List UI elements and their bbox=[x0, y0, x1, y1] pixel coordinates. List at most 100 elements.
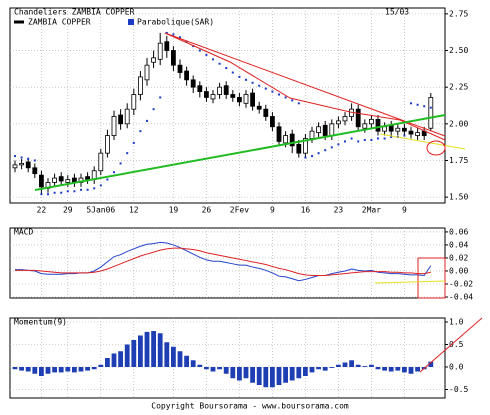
sar-dot bbox=[330, 146, 333, 149]
momentum-bar bbox=[237, 366, 242, 381]
sar-dot bbox=[403, 134, 406, 137]
candle-body bbox=[184, 70, 190, 81]
sar-dot bbox=[390, 136, 393, 139]
sar-dot bbox=[172, 33, 175, 36]
momentum-bar bbox=[303, 366, 308, 376]
sar-dot bbox=[370, 138, 373, 141]
sar-dot bbox=[93, 187, 96, 190]
candle-body bbox=[98, 152, 104, 172]
highlight-box bbox=[417, 257, 446, 299]
momentum-bar bbox=[336, 364, 341, 367]
sar-dot bbox=[231, 71, 234, 74]
sar-dot bbox=[185, 40, 188, 43]
x-tick-label: 26 bbox=[202, 206, 212, 215]
candle-body bbox=[105, 135, 110, 154]
sar-dot bbox=[47, 193, 49, 196]
momentum-bar bbox=[39, 366, 44, 376]
candle-body bbox=[428, 97, 434, 129]
x-tick-label: 29 bbox=[63, 206, 73, 215]
sar-dot bbox=[73, 190, 76, 193]
momentum-bar bbox=[263, 366, 269, 388]
candle-body bbox=[250, 92, 256, 107]
momentum-bar bbox=[144, 331, 150, 367]
sar-dot bbox=[350, 137, 353, 140]
candle-body bbox=[25, 161, 31, 169]
panel-title: Momentum(9) bbox=[14, 318, 67, 327]
candle-body bbox=[263, 108, 269, 117]
candle-body bbox=[309, 130, 315, 139]
candle-body bbox=[144, 64, 150, 81]
sar-dot bbox=[132, 141, 135, 144]
momentum-bar bbox=[177, 351, 183, 367]
momentum-bar bbox=[190, 360, 196, 367]
candle-body bbox=[382, 126, 388, 132]
sar-dot bbox=[311, 155, 313, 158]
candle-body bbox=[137, 76, 143, 95]
candle-body bbox=[302, 138, 308, 154]
x-tick-label: 19 bbox=[169, 206, 179, 215]
candle-body bbox=[236, 97, 242, 103]
candle-body bbox=[362, 123, 368, 129]
candle-body bbox=[111, 116, 117, 136]
candle-body bbox=[375, 119, 381, 132]
momentum-bar bbox=[32, 366, 38, 374]
momentum-bar bbox=[375, 366, 381, 370]
chart-title: Chandeliers ZAMBIA COPPER bbox=[14, 8, 135, 17]
sar-dot bbox=[159, 96, 162, 99]
candle-body bbox=[230, 94, 236, 98]
momentum-bar bbox=[355, 364, 361, 367]
sar-dot bbox=[317, 152, 320, 155]
sar-dot bbox=[284, 96, 287, 99]
sar-dot bbox=[113, 171, 115, 174]
sar-dot bbox=[245, 78, 247, 81]
candle-body bbox=[170, 50, 176, 66]
momentum-bar bbox=[342, 362, 348, 367]
momentum-bar bbox=[276, 366, 282, 385]
x-tick-label: 9 bbox=[402, 206, 407, 215]
support-line bbox=[34, 114, 446, 191]
sar-dot bbox=[99, 184, 102, 187]
sar-dot bbox=[80, 188, 82, 191]
sar-dot bbox=[416, 103, 419, 106]
momentum-bar bbox=[204, 366, 209, 370]
y-tick-label: -0.04 bbox=[449, 293, 473, 302]
sar-dot bbox=[238, 75, 241, 78]
y-tick-label: 1.50 bbox=[449, 193, 468, 202]
candle-body bbox=[131, 94, 137, 110]
y-tick-label: -0.5 bbox=[449, 385, 468, 394]
momentum-bar bbox=[243, 366, 249, 379]
sar-dot bbox=[363, 138, 366, 141]
sar-dot bbox=[146, 119, 148, 122]
sar-dot bbox=[429, 106, 432, 109]
candle-body bbox=[58, 176, 64, 182]
x-tick-label: 16 bbox=[301, 206, 311, 215]
momentum-bar bbox=[131, 340, 137, 367]
yellow-line bbox=[374, 280, 446, 284]
sar-dot bbox=[60, 191, 63, 194]
sar-dot bbox=[344, 140, 346, 143]
momentum-bar bbox=[118, 351, 123, 367]
candle-body bbox=[276, 126, 282, 142]
sar-dot bbox=[304, 156, 307, 159]
candle-body bbox=[151, 57, 157, 63]
candle-body bbox=[124, 108, 130, 125]
sar-dot bbox=[126, 152, 129, 155]
momentum-bar bbox=[250, 366, 255, 383]
momentum-bar bbox=[283, 366, 288, 383]
momentum-bar bbox=[157, 333, 163, 367]
resistance-line bbox=[164, 32, 446, 137]
candle-body bbox=[415, 132, 421, 136]
x-tick-label: 9 bbox=[270, 206, 275, 215]
candle-body bbox=[32, 167, 38, 175]
y-tick-label: 2.25 bbox=[449, 83, 468, 92]
sar-dot bbox=[410, 102, 412, 105]
panel-frame bbox=[9, 317, 446, 399]
momentum-bar bbox=[25, 366, 31, 372]
x-tick-label: 22 bbox=[37, 206, 47, 215]
candle-body bbox=[283, 135, 289, 144]
momentum-bar bbox=[289, 366, 295, 381]
legend-label: Parabolique(SAR) bbox=[137, 18, 214, 27]
momentum-bar bbox=[256, 366, 262, 385]
sar-dot bbox=[337, 143, 340, 146]
momentum-bar bbox=[45, 366, 51, 374]
